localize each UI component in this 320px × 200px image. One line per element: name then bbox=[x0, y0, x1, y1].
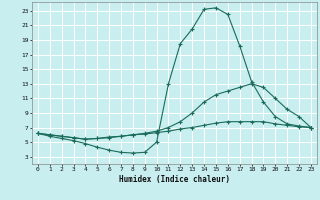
X-axis label: Humidex (Indice chaleur): Humidex (Indice chaleur) bbox=[119, 175, 230, 184]
